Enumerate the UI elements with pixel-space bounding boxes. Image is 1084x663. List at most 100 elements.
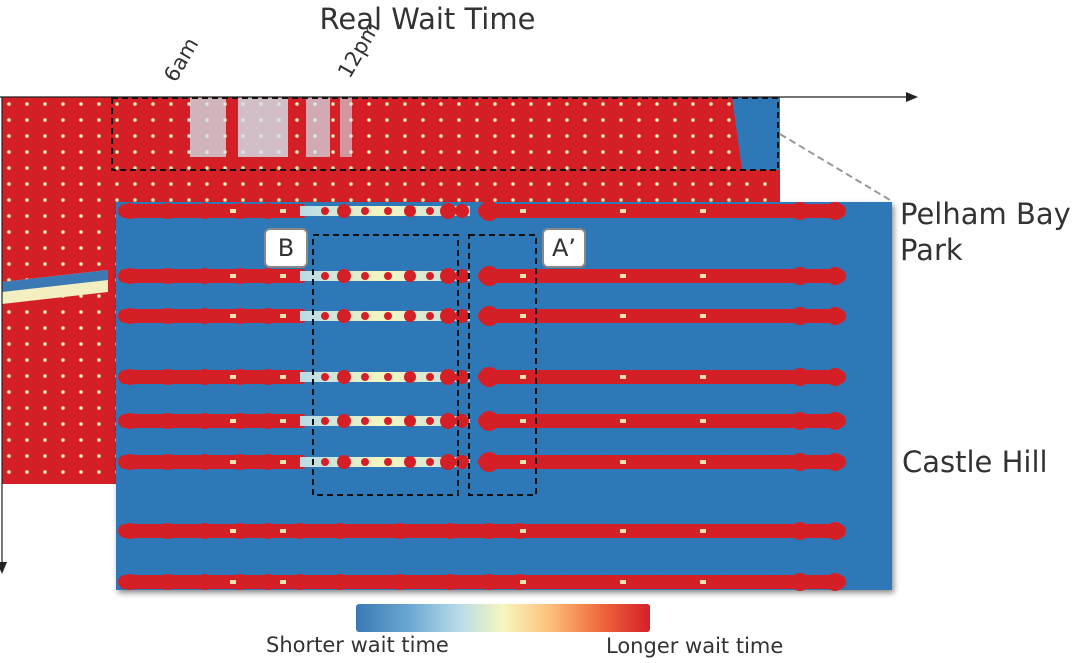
trip-mark xyxy=(713,524,727,538)
trip-mark xyxy=(197,454,213,470)
trip-mark xyxy=(713,370,727,384)
trip-mark xyxy=(197,308,213,324)
trip-mark xyxy=(160,413,176,429)
trip-mark xyxy=(232,413,248,429)
trip-mark xyxy=(553,269,567,283)
trip-mark xyxy=(230,460,236,464)
badge-b: B xyxy=(264,228,308,268)
trip-mark xyxy=(593,455,607,469)
trip-mark xyxy=(713,204,727,218)
trip-mark xyxy=(479,201,499,221)
trip-mark xyxy=(384,207,392,215)
trip-mark xyxy=(384,417,392,425)
trip-mark xyxy=(553,309,567,323)
trip-mark xyxy=(653,575,667,589)
trip-mark xyxy=(620,419,626,423)
trip-mark xyxy=(392,523,408,539)
trip-mark xyxy=(122,203,138,219)
trip-mark xyxy=(280,314,286,318)
trip-mark xyxy=(826,267,844,285)
trip-mark xyxy=(455,204,469,218)
trip-mark xyxy=(763,524,777,538)
trip-mark xyxy=(520,419,526,423)
trip-mark xyxy=(197,369,213,385)
trip-mark xyxy=(426,207,434,215)
trip-mark xyxy=(197,413,213,429)
trip-mark xyxy=(520,529,526,533)
trip-mark xyxy=(593,575,607,589)
trip-mark xyxy=(520,375,526,379)
legend-label-long: Longer wait time xyxy=(606,634,784,658)
trip-mark xyxy=(337,309,351,323)
trip-mark xyxy=(260,268,276,284)
trip-mark xyxy=(620,460,626,464)
trip-mark xyxy=(520,209,526,213)
trip-mark xyxy=(791,573,809,591)
trip-mark xyxy=(321,207,329,215)
trip-mark xyxy=(426,373,434,381)
trip-mark xyxy=(593,309,607,323)
trip-mark xyxy=(593,370,607,384)
trip-mark xyxy=(700,209,706,213)
region-a-box xyxy=(468,234,537,496)
trip-mark xyxy=(292,574,308,590)
trip-lines xyxy=(118,201,846,591)
trip-mark xyxy=(713,309,727,323)
trip-mark xyxy=(653,455,667,469)
trip-mark xyxy=(232,268,248,284)
trip-mark xyxy=(232,203,248,219)
trip-mark xyxy=(230,580,236,584)
trip-mark xyxy=(700,274,706,278)
trip-mark xyxy=(280,460,286,464)
trip-mark xyxy=(553,455,567,469)
trip-mark xyxy=(321,272,329,280)
station-label-pelham: Pelham Bay Park xyxy=(900,197,1071,267)
zoom-region-box xyxy=(111,97,779,171)
trip-mark xyxy=(232,454,248,470)
trip-mark xyxy=(160,454,176,470)
trip-mark xyxy=(440,203,456,219)
trip-mark xyxy=(280,419,286,423)
trip-mark xyxy=(479,411,499,431)
trip-mark xyxy=(404,205,416,217)
station-axis-arrow-icon xyxy=(0,562,7,574)
trip-mark xyxy=(440,268,456,284)
trip-mark xyxy=(426,417,434,425)
trip-mark xyxy=(763,204,777,218)
trip-mark xyxy=(620,209,626,213)
trip-mark xyxy=(361,417,369,425)
trip-mark xyxy=(763,370,777,384)
trip-mark xyxy=(232,308,248,324)
trip-mark xyxy=(160,268,176,284)
trip-mark xyxy=(653,524,667,538)
trip-mark xyxy=(260,574,276,590)
trip-mark xyxy=(404,270,416,282)
trip-mark xyxy=(122,523,138,539)
trip-mark xyxy=(122,454,138,470)
trip-mark xyxy=(826,522,844,540)
trip-mark xyxy=(700,375,706,379)
trip-mark xyxy=(479,452,499,472)
trip-mark xyxy=(361,312,369,320)
trip-mark xyxy=(332,523,348,539)
trip-mark xyxy=(197,523,213,539)
trip-mark xyxy=(442,574,458,590)
trip-mark xyxy=(337,269,351,283)
trip-mark xyxy=(230,419,236,423)
trip-mark xyxy=(280,580,286,584)
trip-mark xyxy=(392,574,408,590)
trip-mark xyxy=(426,272,434,280)
trip-mark xyxy=(653,269,667,283)
trip-mark xyxy=(553,524,567,538)
trip-mark xyxy=(700,460,706,464)
trip-mark xyxy=(791,202,809,220)
trip-mark xyxy=(826,202,844,220)
trip-mark xyxy=(481,574,497,590)
trip-mark xyxy=(791,453,809,471)
trip-mark xyxy=(713,575,727,589)
trip-mark xyxy=(700,580,706,584)
trip-mark xyxy=(160,523,176,539)
trip-mark xyxy=(481,523,497,539)
trip-mark xyxy=(520,460,526,464)
